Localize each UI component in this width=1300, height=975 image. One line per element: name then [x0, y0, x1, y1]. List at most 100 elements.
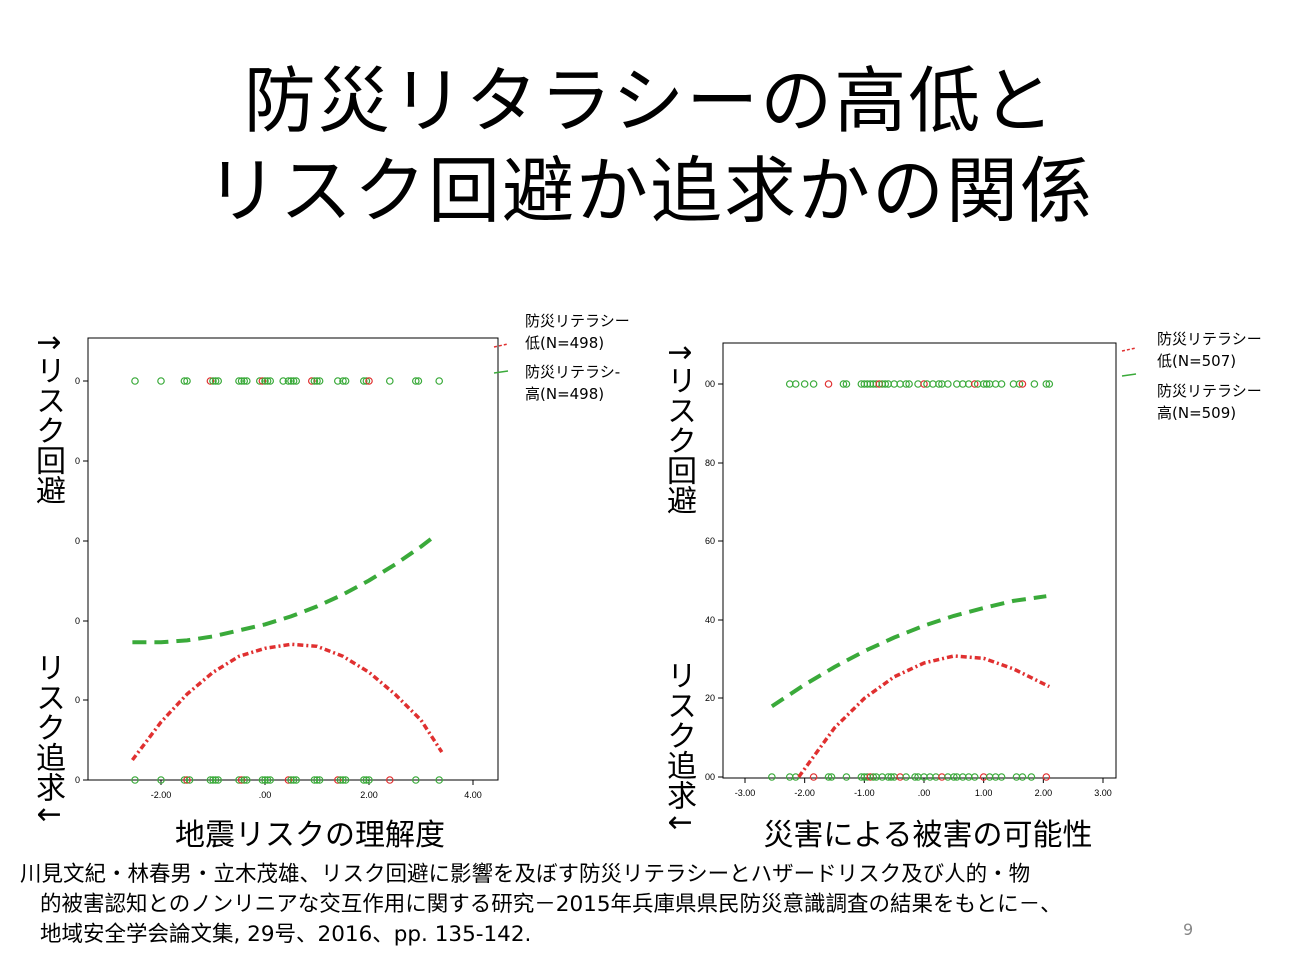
left-point-bottom: [385, 776, 394, 784]
slide-title-line2: リスク回避か追求かの関係: [205, 149, 1094, 233]
left-x-tick-label: 2.00: [360, 790, 378, 800]
left-legend-high-line2: 高(N=498): [525, 385, 605, 403]
citation-line1: 川見文紀・林春男・立木茂雄、リスク回避に影響を及ぼす防災リテラシーとハザードリス…: [20, 862, 1031, 887]
right-point-bottom: [869, 773, 878, 781]
left-point-top: [209, 377, 217, 385]
left-point-top: [414, 377, 423, 385]
right-point-top: [1015, 380, 1024, 388]
left-point-top: [279, 377, 288, 385]
slide-title-line1: 防災リタラシーの高低と: [243, 59, 1057, 143]
left-point-top: [365, 377, 373, 385]
right-x-tick-label: -1.00: [854, 788, 875, 798]
right-point-bottom: [809, 773, 818, 781]
left-point-top: [255, 377, 264, 385]
left-point-top: [435, 377, 444, 385]
right-point-bottom: [827, 773, 836, 781]
left-x-tick-label: .00: [259, 790, 272, 800]
left-point-bottom: [313, 776, 321, 784]
left-point-bottom: [243, 776, 251, 784]
right-legend-high-line2: 高(N=509): [1157, 404, 1237, 422]
left-point-top: [211, 377, 220, 385]
right-legend-swatch-high: [1121, 373, 1137, 377]
left-point-top: [235, 377, 243, 385]
left-point-bottom: [287, 776, 295, 784]
right-point-bottom: [768, 773, 776, 781]
left-point-bottom: [359, 776, 368, 784]
right-y-tick-label: 60: [705, 536, 715, 546]
left-point-top: [359, 377, 368, 385]
right-point-top: [800, 380, 809, 388]
right-plot-frame: [722, 342, 1117, 779]
left-point-top: [339, 377, 347, 385]
left-point-bottom: [315, 776, 324, 784]
right-legend-high: 防災リテラシー 高(N=509): [1157, 380, 1262, 424]
right-point-bottom: [997, 773, 1006, 781]
left-point-top: [310, 377, 319, 385]
right-point-top: [839, 380, 848, 388]
right-x-tick-label: -3.00: [735, 788, 756, 798]
left-point-top: [292, 377, 301, 385]
left-point-bottom: [214, 776, 223, 784]
left-x-axis-label: 地震リスクの理解度: [175, 818, 445, 853]
right-axis-note-avoid: ↑リスク回避: [661, 340, 696, 516]
right-point-bottom: [911, 773, 919, 781]
left-point-bottom: [240, 776, 249, 784]
right-x-tick-label: 2.00: [1035, 788, 1053, 798]
left-point-bottom: [292, 776, 301, 784]
left-y-tick-label: 0: [75, 616, 80, 626]
left-point-top: [307, 377, 316, 385]
left-x-tick-label: -2.00: [151, 790, 172, 800]
right-point-bottom: [950, 773, 958, 781]
left-x-tick-label: 4.00: [464, 790, 482, 800]
left-point-top: [315, 377, 324, 385]
left-point-top: [243, 377, 251, 385]
left-point-bottom: [310, 776, 319, 784]
right-legend-low: 防災リテラシー 低(N=507): [1157, 328, 1262, 372]
left-curve-high: [132, 533, 438, 645]
left-legend-swatch-high: [493, 370, 509, 374]
left-point-top: [289, 377, 298, 385]
right-point-top: [1018, 380, 1027, 388]
left-legend-low: 防災リテラシー 低(N=498): [525, 310, 630, 354]
left-point-bottom: [180, 776, 189, 784]
right-y-tick-label: 80: [705, 458, 715, 468]
left-legend-high-line1: 防災リテラシ-: [525, 363, 621, 381]
left-point-bottom: [209, 776, 217, 784]
left-point-top: [284, 377, 293, 385]
right-point-top: [881, 380, 890, 388]
left-point-bottom: [211, 776, 220, 784]
right-legend-low-line1: 防災リテラシー: [1157, 330, 1262, 348]
right-point-top: [982, 380, 991, 388]
left-legend-low-line2: 低(N=498): [525, 334, 605, 352]
left-point-top: [240, 377, 249, 385]
left-legend-high: 防災リテラシ- 高(N=498): [525, 361, 620, 405]
left-point-bottom: [435, 776, 444, 784]
right-point-bottom: [1042, 773, 1051, 781]
right-curve-high: [770, 594, 1047, 708]
left-y-tick-label: 0: [75, 456, 80, 466]
left-point-bottom: [362, 776, 371, 784]
left-point-bottom: [263, 776, 272, 784]
left-point-top: [131, 377, 139, 385]
left-point-top: [266, 377, 275, 385]
left-point-bottom: [333, 776, 342, 784]
right-x-tick-label: 3.00: [1094, 788, 1112, 798]
left-point-top: [180, 377, 189, 385]
right-point-top: [842, 380, 851, 388]
left-point-bottom: [183, 776, 191, 784]
left-plot-frame: [87, 337, 499, 781]
left-point-bottom: [157, 776, 165, 784]
left-point-top: [237, 377, 246, 385]
left-point-bottom: [266, 776, 275, 784]
left-point-top: [362, 377, 371, 385]
right-axis-note-seek: リスク追求↓: [661, 660, 696, 836]
page-number: 9: [1183, 920, 1194, 939]
right-point-bottom: [1027, 773, 1036, 781]
left-point-bottom: [284, 776, 293, 784]
right-point-bottom: [887, 773, 895, 781]
right-y-tick-label: 00: [705, 772, 715, 782]
right-point-top: [1030, 380, 1039, 388]
left-point-top: [411, 377, 420, 385]
left-y-tick-label: 0: [75, 376, 80, 386]
left-point-top: [341, 377, 350, 385]
